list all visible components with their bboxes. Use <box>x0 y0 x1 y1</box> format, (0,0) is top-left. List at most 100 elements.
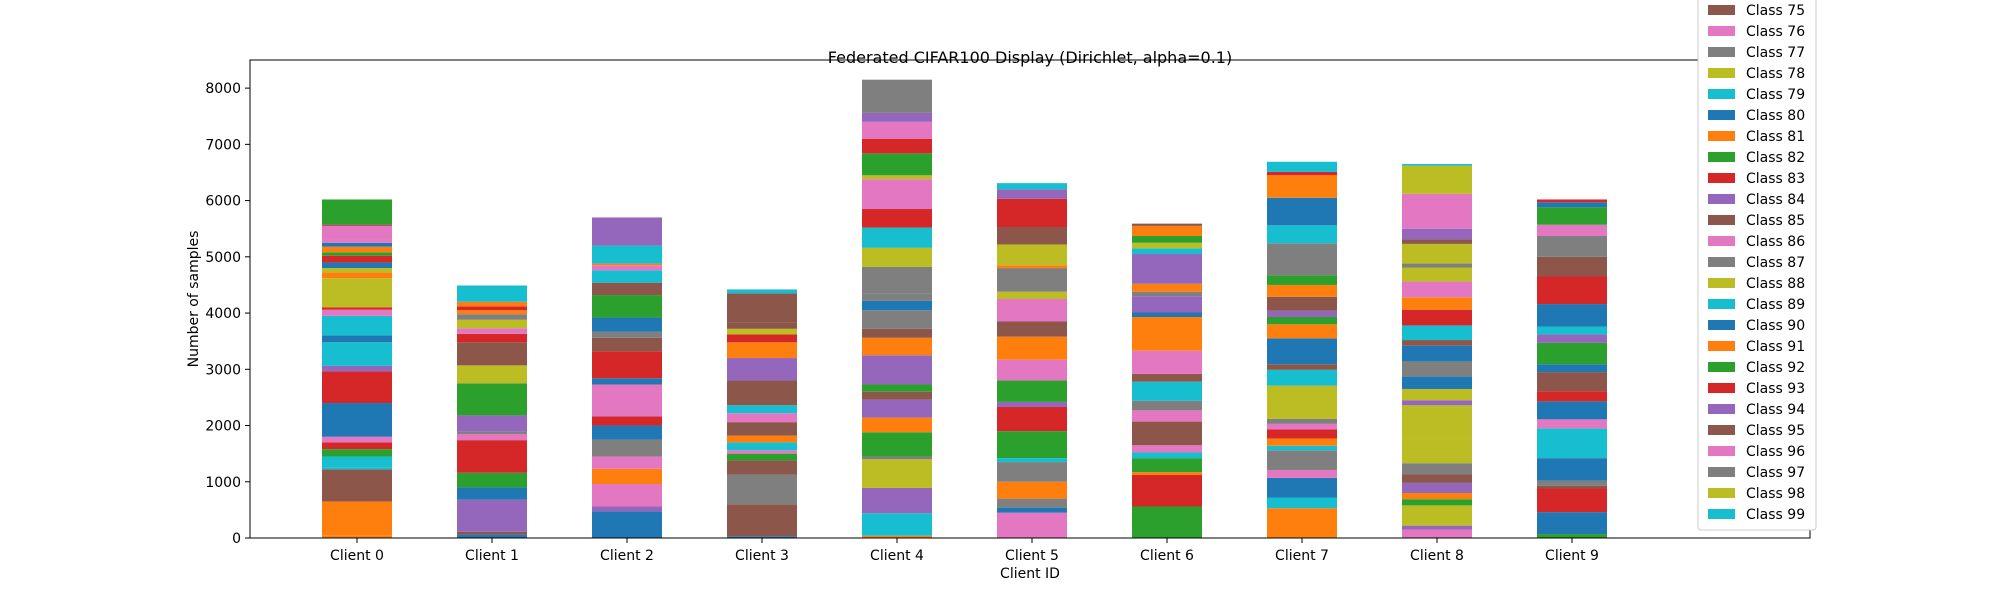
bar-segment <box>862 391 932 400</box>
bar-segment <box>322 469 392 502</box>
bar-segment <box>862 79 932 113</box>
legend-label: Class 92 <box>1746 360 1805 376</box>
bar-segment <box>997 336 1067 360</box>
bar-segment <box>1402 228 1472 240</box>
bar-segment <box>997 244 1067 266</box>
bar-segment <box>1132 223 1202 226</box>
bar-segment <box>322 535 392 538</box>
legend-swatch <box>1708 488 1735 498</box>
bar-segment <box>1267 310 1337 317</box>
bar-stack-client-6 <box>1132 223 1202 538</box>
bar-segment <box>457 433 527 441</box>
bar-segment <box>1132 254 1202 284</box>
bar-segment <box>322 252 392 256</box>
bar-segment <box>727 328 797 335</box>
bar-segment <box>1132 472 1202 476</box>
bar-segment <box>997 512 1067 538</box>
bar-segment <box>1402 309 1472 326</box>
legend-item: Class 76 <box>1708 24 1805 40</box>
bar-segment <box>457 383 527 416</box>
bar-segment <box>1402 263 1472 268</box>
y-tick-label: 1000 <box>205 475 241 491</box>
bar-segment <box>1132 506 1202 538</box>
bar-segment <box>1267 284 1337 297</box>
legend-swatch <box>1708 278 1735 288</box>
legend-swatch <box>1708 68 1735 78</box>
bar-segment <box>592 331 662 338</box>
bar-segment <box>1537 485 1607 489</box>
bar-segment <box>862 209 932 228</box>
bar-segment <box>997 462 1067 482</box>
bar-segment <box>727 380 797 406</box>
bar-segment <box>592 506 662 512</box>
bar-segment <box>1402 239 1472 244</box>
bar-segment <box>592 263 662 266</box>
bar-segment <box>997 481 1067 499</box>
bar-segment <box>1402 405 1472 439</box>
bar-segment <box>322 456 392 468</box>
bar-segment <box>1132 283 1202 292</box>
bar-stack-client-0 <box>322 199 392 538</box>
bar-segment <box>727 289 797 294</box>
bar-segment <box>727 322 797 329</box>
bar-segment <box>322 467 392 470</box>
bar-segment <box>997 265 1067 269</box>
bar-segment <box>862 247 932 267</box>
legend-swatch <box>1708 404 1735 414</box>
bar-segment <box>1402 505 1472 526</box>
bar-segment <box>1402 400 1472 406</box>
bar-segment <box>592 468 662 485</box>
legend-item: Class 99 <box>1708 507 1805 523</box>
bar-segment <box>862 138 932 154</box>
bar-segment <box>1132 445 1202 453</box>
bar-segment <box>322 262 392 269</box>
legend-label: Class 81 <box>1746 129 1805 145</box>
bar-segment <box>592 416 662 426</box>
bar-segment <box>592 317 662 332</box>
bar-segment <box>592 245 662 264</box>
bar-segment <box>1267 445 1337 451</box>
bar-segment <box>1537 428 1607 459</box>
bar-segment <box>592 439 662 457</box>
y-tick-label: 2000 <box>205 419 241 435</box>
bar-segment <box>322 199 392 225</box>
bar-segment <box>727 334 797 343</box>
bar-segment <box>1267 161 1337 172</box>
bar-segment <box>997 380 1067 402</box>
bar-segment <box>1537 224 1607 237</box>
legend-swatch <box>1708 89 1735 99</box>
bar-segment <box>1402 345 1472 362</box>
legend-item: Class 90 <box>1708 318 1805 334</box>
legend-label: Class 80 <box>1746 108 1805 124</box>
bar-segment <box>1537 236 1607 257</box>
bar-segment <box>1402 267 1472 282</box>
bar-stack-client-3 <box>727 289 797 538</box>
bar-segment <box>862 300 932 311</box>
bar-segment <box>1537 199 1607 203</box>
bar-segment <box>1402 388 1472 401</box>
bar-segment <box>1132 381 1202 401</box>
legend-swatch <box>1708 194 1735 204</box>
bar-segment <box>1537 202 1607 208</box>
bar-segment <box>592 270 662 283</box>
legend-label: Class 91 <box>1746 339 1805 355</box>
x-tick-label: Client 2 <box>600 548 654 564</box>
x-tick-label: Client 7 <box>1275 548 1329 564</box>
bar-segment <box>322 403 392 437</box>
bar-segment <box>997 299 1067 322</box>
legend-item: Class 92 <box>1708 360 1805 376</box>
bar-segment <box>727 358 797 381</box>
bar-segment <box>727 504 797 537</box>
bar-segment <box>457 415 527 432</box>
bar-segment <box>322 315 392 336</box>
bar-segment <box>592 511 662 538</box>
bar-segment <box>322 272 392 279</box>
y-tick-label: 4000 <box>205 306 241 322</box>
legend-swatch <box>1708 320 1735 330</box>
bar-segment <box>997 227 1067 245</box>
bar-segment <box>862 179 932 210</box>
bar-segment <box>322 255 392 263</box>
bar-segment <box>1132 373 1202 382</box>
bar-segment <box>322 242 392 247</box>
legend-item: Class 88 <box>1708 276 1805 292</box>
